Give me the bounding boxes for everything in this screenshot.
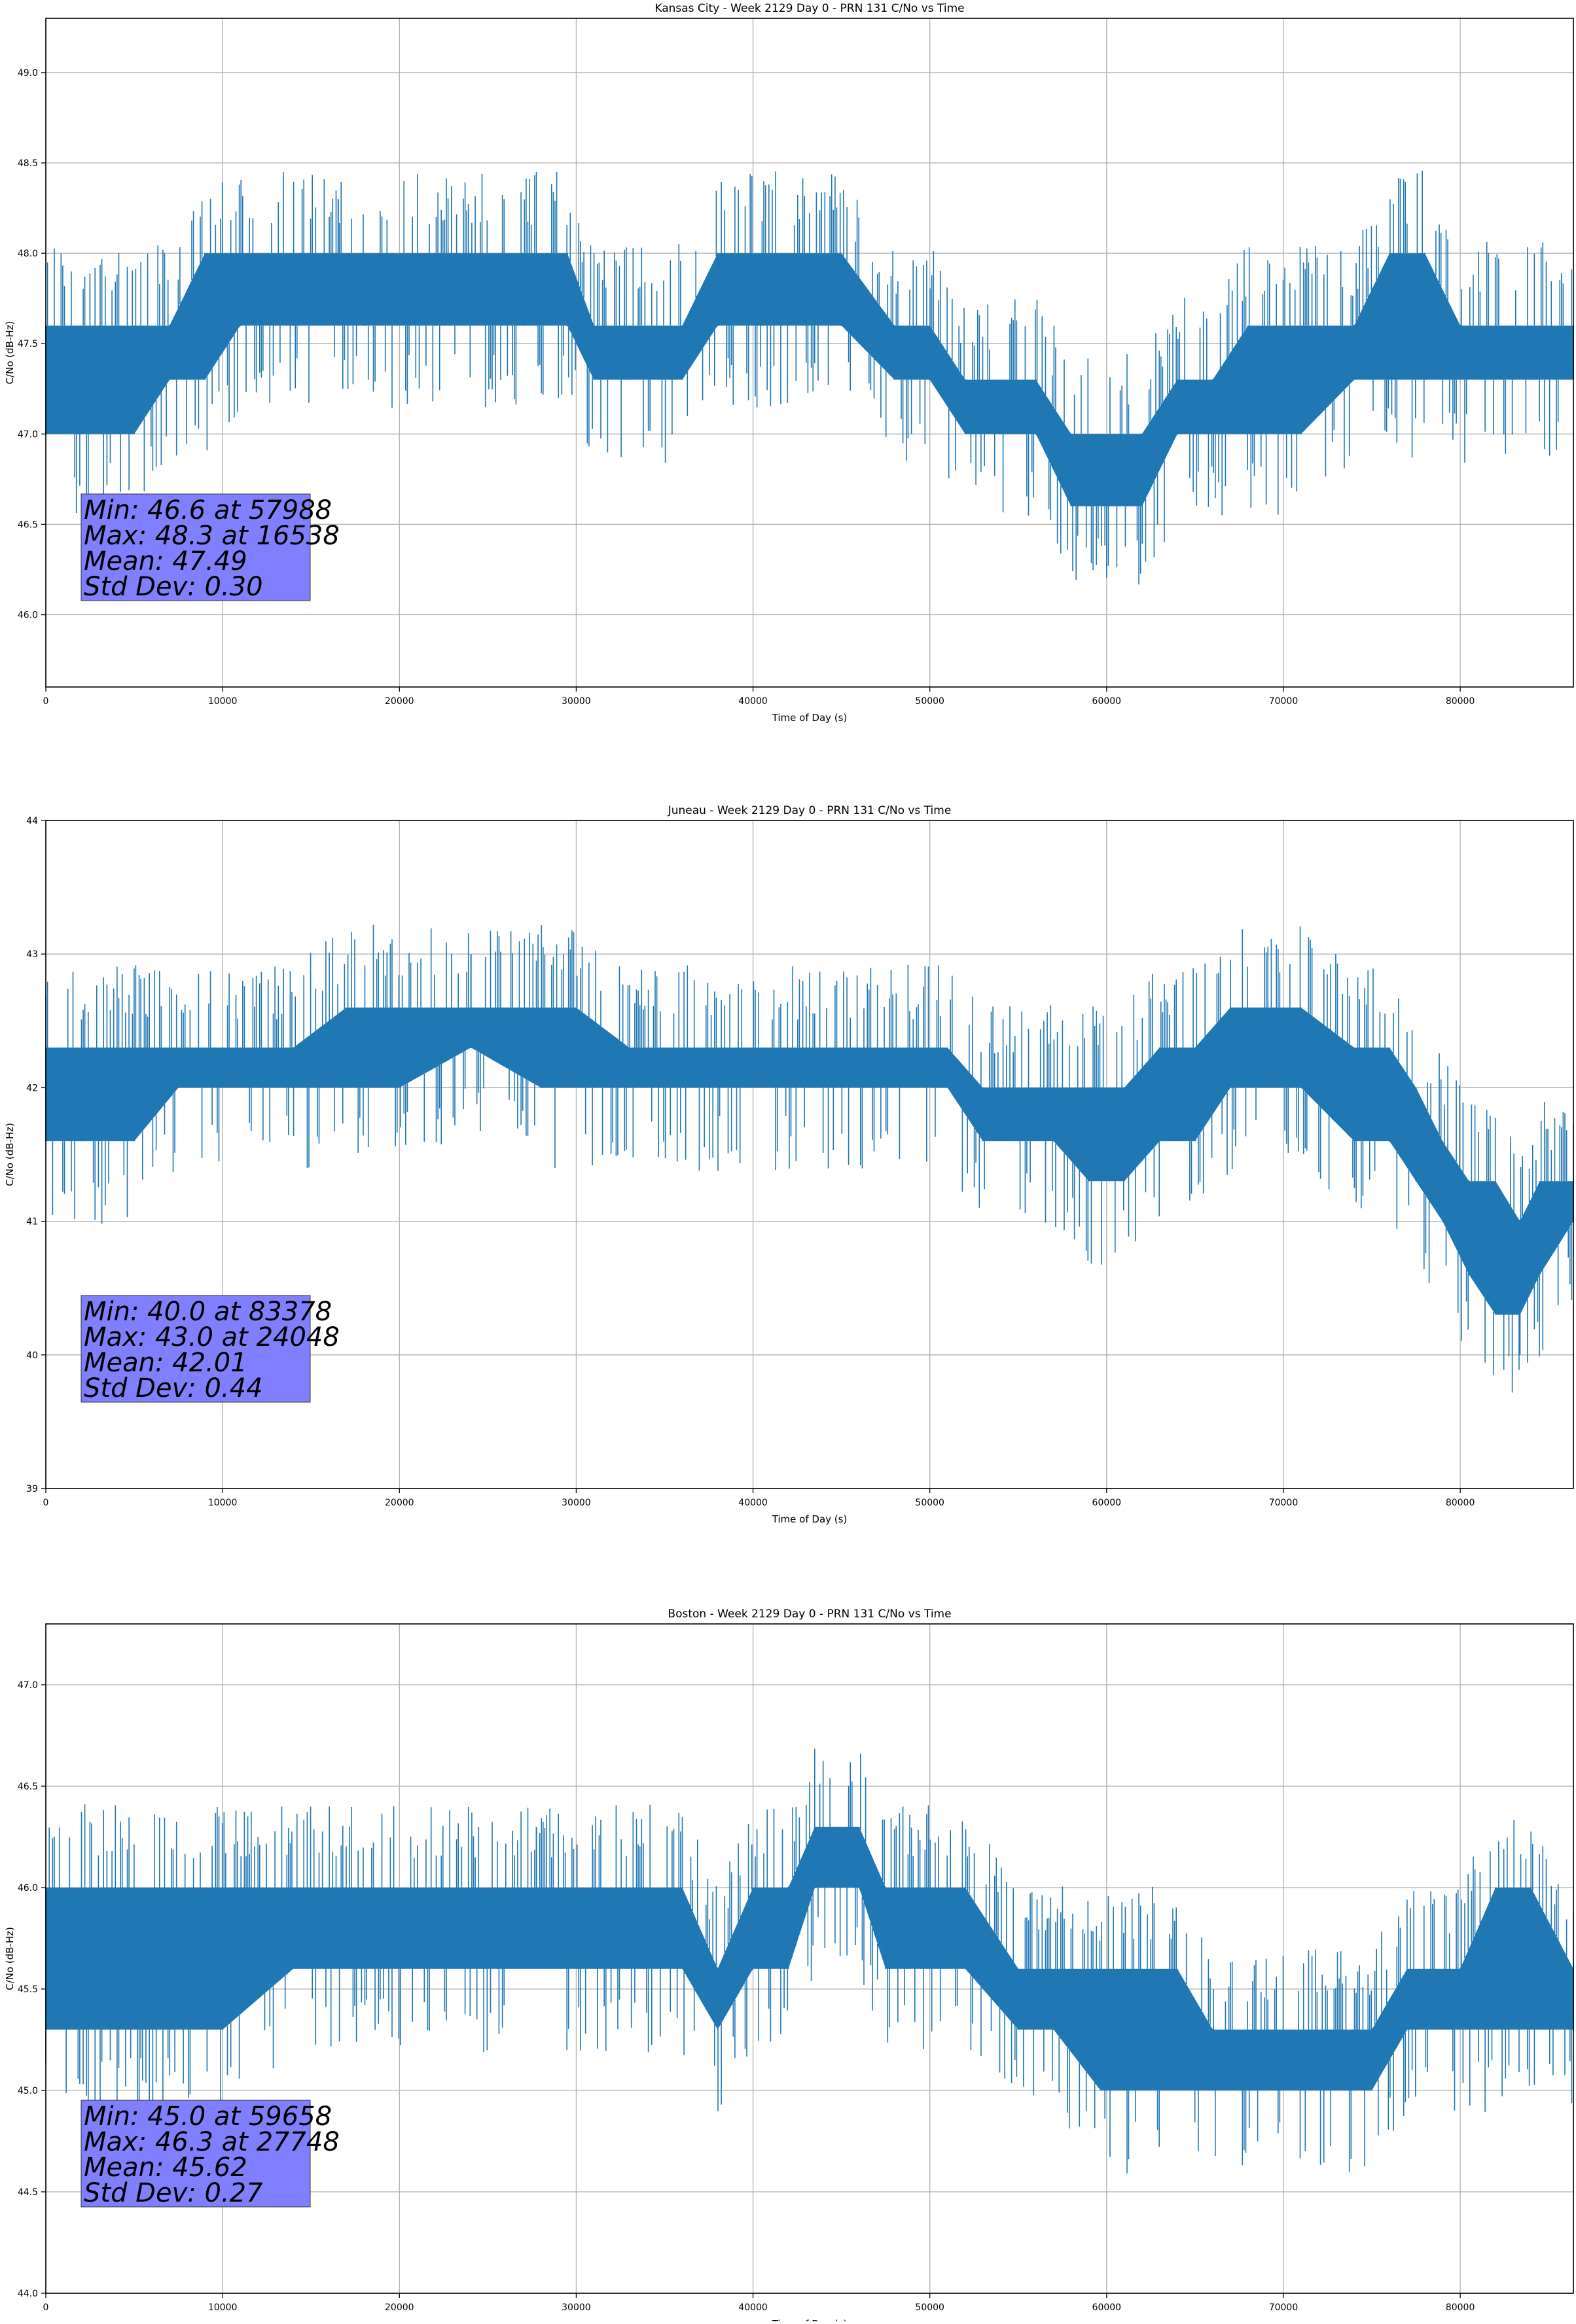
y-tick-label: 45.5 <box>18 1984 38 1995</box>
x-tick-label: 10000 <box>208 696 238 707</box>
x-tick-label: 80000 <box>1446 2302 1475 2313</box>
x-axis-label: Time of Day (s) <box>772 712 848 724</box>
x-tick-label: 20000 <box>385 1498 414 1508</box>
y-tick-label: 40 <box>26 1350 38 1361</box>
y-tick-label: 49.0 <box>18 68 38 79</box>
x-tick-label: 80000 <box>1446 1498 1475 1508</box>
chart-title: Boston - Week 2129 Day 0 - PRN 131 C/No … <box>668 1608 951 1621</box>
x-tick-label: 30000 <box>562 2302 591 2313</box>
stats-line: Min: 46.6 at 57988 <box>84 495 332 525</box>
stats-box <box>81 1295 311 1403</box>
y-tick-label: 46.0 <box>18 610 38 621</box>
y-tick-label: 46.0 <box>18 1883 38 1893</box>
x-tick-label: 0 <box>43 696 49 707</box>
x-tick-label: 50000 <box>915 2302 944 2313</box>
series-line <box>45 924 1574 1393</box>
x-tick-label: 70000 <box>1269 2302 1298 2313</box>
y-tick-label: 47.5 <box>18 339 38 349</box>
stats-line: Max: 48.3 at 16538 <box>84 521 340 551</box>
y-tick-label: 48.5 <box>18 158 38 169</box>
y-axis-label: C/No (dB-Hz) <box>4 1123 16 1186</box>
y-tick-label: 41 <box>26 1217 38 1227</box>
stats-line: Std Dev: 0.27 <box>84 2178 263 2208</box>
y-tick-label: 46.5 <box>18 1782 38 1792</box>
x-tick-label: 70000 <box>1269 1498 1298 1508</box>
series-band <box>46 1007 1573 1315</box>
axes-frame <box>45 820 1574 1489</box>
y-tick-label: 45.0 <box>18 2086 38 2096</box>
stats-box <box>81 2100 311 2208</box>
y-tick-label: 46.5 <box>18 519 38 530</box>
x-tick-label: 30000 <box>562 1498 591 1508</box>
x-tick-label: 60000 <box>1092 1498 1122 1508</box>
stats-line: Mean: 42.01 <box>84 1348 247 1378</box>
x-axis-label: Time of Day (s) <box>772 2318 848 2321</box>
y-tick-label: 47.0 <box>18 429 38 440</box>
series-spikes <box>46 170 1573 585</box>
stats-line: Min: 45.0 at 59658 <box>84 2102 332 2132</box>
axes-frame <box>45 18 1574 688</box>
x-tick-label: 80000 <box>1446 696 1475 707</box>
x-tick-label: 20000 <box>385 2302 414 2313</box>
series-band <box>46 1827 1573 2090</box>
stats-line: Min: 40.0 at 83378 <box>84 1297 332 1327</box>
stats-line: Max: 43.0 at 24048 <box>84 1322 340 1352</box>
stats-box <box>81 493 311 601</box>
axes-frame <box>45 1623 1574 2294</box>
x-tick-label: 10000 <box>208 2302 238 2313</box>
x-tick-label: 0 <box>43 1498 49 1508</box>
x-tick-label: 10000 <box>208 1498 238 1508</box>
stats-line: Std Dev: 0.30 <box>84 572 263 602</box>
y-tick-label: 48.0 <box>18 249 38 259</box>
y-tick-label: 44.0 <box>18 2289 38 2299</box>
series-band <box>46 253 1573 506</box>
x-tick-label: 20000 <box>385 696 414 707</box>
y-axis-label: C/No (dB-Hz) <box>4 1927 16 1990</box>
x-tick-label: 60000 <box>1092 696 1122 707</box>
x-tick-label: 40000 <box>738 2302 768 2313</box>
x-tick-label: 40000 <box>738 696 768 707</box>
x-tick-label: 50000 <box>915 1498 944 1508</box>
x-tick-label: 0 <box>43 2302 49 2313</box>
x-tick-label: 50000 <box>915 696 944 707</box>
chart-title: Kansas City - Week 2129 Day 0 - PRN 131 … <box>654 2 964 15</box>
x-tick-label: 70000 <box>1269 696 1298 707</box>
stats-line: Std Dev: 0.44 <box>84 1373 263 1403</box>
y-tick-label: 39 <box>26 1484 38 1494</box>
stats-line: Max: 46.3 at 27748 <box>84 2127 340 2157</box>
y-tick-label: 44 <box>26 816 38 826</box>
y-tick-label: 44.5 <box>18 2187 38 2198</box>
chart-panel: Kansas City - Week 2129 Day 0 - PRN 131 … <box>4 2 1574 724</box>
x-axis-label: Time of Day (s) <box>772 1513 848 1525</box>
y-tick-label: 43 <box>26 949 38 960</box>
y-axis-label: C/No (dB-Hz) <box>4 321 16 385</box>
stats-line: Mean: 47.49 <box>84 546 247 576</box>
x-tick-label: 60000 <box>1092 2302 1122 2313</box>
x-tick-label: 40000 <box>738 1498 768 1508</box>
chart-title: Juneau - Week 2129 Day 0 - PRN 131 C/No … <box>668 804 952 817</box>
y-tick-label: 42 <box>26 1083 38 1093</box>
y-tick-label: 47.0 <box>18 1680 38 1691</box>
chart-panel: Boston - Week 2129 Day 0 - PRN 131 C/No … <box>4 1608 1574 2324</box>
x-tick-label: 30000 <box>562 696 591 707</box>
chart-panel: Juneau - Week 2129 Day 0 - PRN 131 C/No … <box>4 804 1574 1525</box>
stats-line: Mean: 45.62 <box>84 2153 247 2183</box>
